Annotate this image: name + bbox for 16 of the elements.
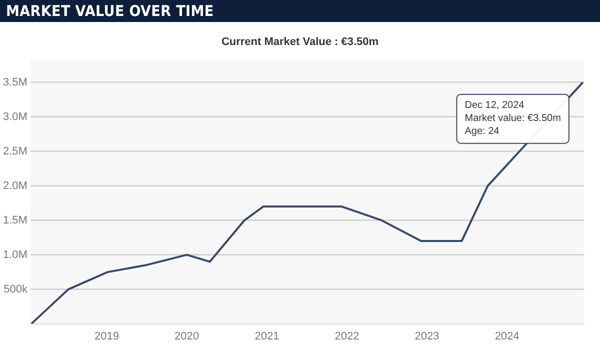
annotation: Dec 12, 2024 Market value: €3.50m Age: 24 [464,100,561,138]
x-tick-label: 2019 [94,330,119,342]
y-tick-label: 3.5M [2,76,28,88]
y-tick-label: 3.0M [2,110,28,123]
x-tick-label: 2023 [414,330,440,342]
y-tick-label: 1.5M [2,214,28,226]
y-tick-label: 1.0M [2,248,28,261]
x-tick-label: 2020 [174,330,200,342]
x-tick-label: 2022 [334,330,360,342]
y-tick-label: 2.5M [2,145,28,158]
chart-subtitle: Current Market Value : €3.50m [220,36,380,50]
y-tick-label: 500k [4,283,28,296]
x-tick-label: 2021 [254,330,280,342]
y-tick-label: 2.0M [2,180,28,192]
x-tick-label: 2024 [494,330,520,342]
chart-title: MARKET VALUE OVER TIME [0,0,600,22]
